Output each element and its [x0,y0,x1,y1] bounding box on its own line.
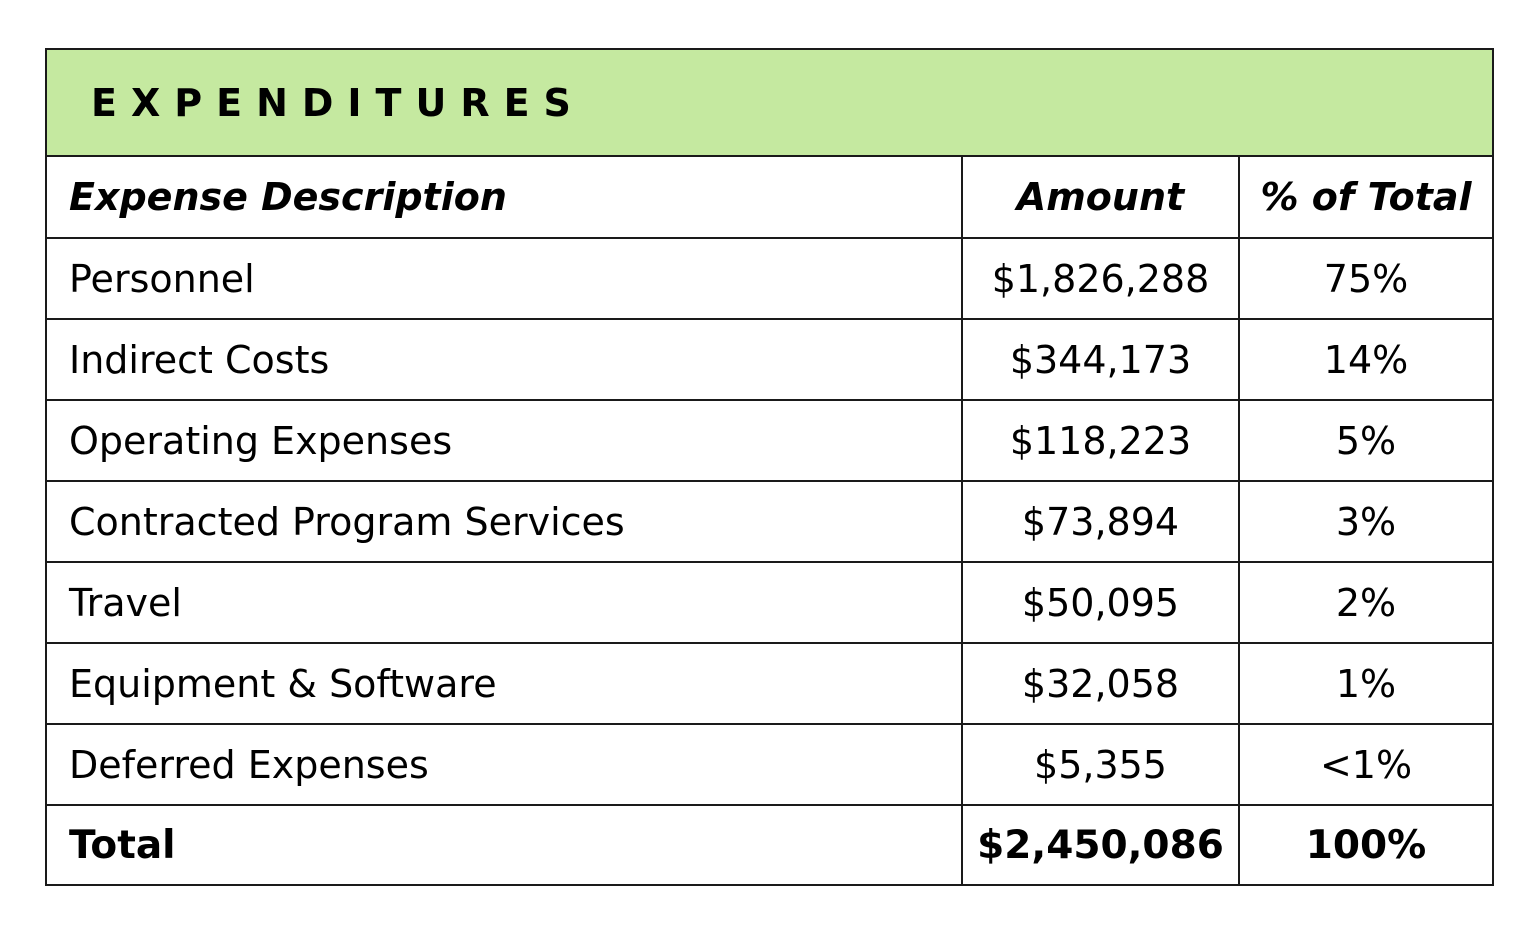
expense-description: Operating Expenses [45,399,963,482]
table-row: Deferred Expenses $5,355 <1% [45,723,1495,806]
expense-amount: $5,355 [961,723,1240,806]
expense-amount: $344,173 [961,318,1240,401]
table-title-row: EXPENDITURES [44,48,1495,157]
expense-percent: 5% [1237,399,1495,482]
expenditures-table: EXPENDITURES Expense Description Amount … [44,48,1495,886]
expense-amount: $50,095 [961,561,1240,644]
table-row: Travel $50,095 2% [45,561,1495,644]
expense-description: Travel [45,561,963,644]
table-row: Operating Expenses $118,223 5% [45,399,1495,482]
table-total-row: Total $2,450,086 100% [45,804,1495,886]
expense-percent: 3% [1237,480,1495,563]
expense-description: Deferred Expenses [45,723,963,806]
expense-percent: 14% [1237,318,1495,401]
expense-description: Equipment & Software [45,642,963,725]
column-header-amount: Amount [961,155,1240,239]
table-row: Equipment & Software $32,058 1% [45,642,1495,725]
table-row: Personnel $1,826,288 75% [45,237,1495,320]
expense-percent: 75% [1237,237,1495,320]
expenditures-table-container: EXPENDITURES Expense Description Amount … [44,48,1495,886]
table-row: Contracted Program Services $73,894 3% [45,480,1495,563]
expense-description: Contracted Program Services [45,480,963,563]
expense-amount: $32,058 [961,642,1240,725]
expense-percent: 2% [1237,561,1495,644]
column-header-percent: % of Total [1237,155,1495,239]
expense-description: Personnel [45,237,963,320]
total-amount: $2,450,086 [961,804,1240,886]
table-row: Indirect Costs $344,173 14% [45,318,1495,401]
table-header-row: Expense Description Amount % of Total [45,155,1495,239]
expense-amount: $73,894 [961,480,1240,563]
table-title: EXPENDITURES [44,48,1495,157]
expense-percent: <1% [1237,723,1495,806]
expense-amount: $1,826,288 [961,237,1240,320]
column-header-description: Expense Description [45,155,963,239]
total-percent: 100% [1237,804,1495,886]
expense-percent: 1% [1237,642,1495,725]
total-label: Total [45,804,963,886]
expense-amount: $118,223 [961,399,1240,482]
expense-description: Indirect Costs [45,318,963,401]
